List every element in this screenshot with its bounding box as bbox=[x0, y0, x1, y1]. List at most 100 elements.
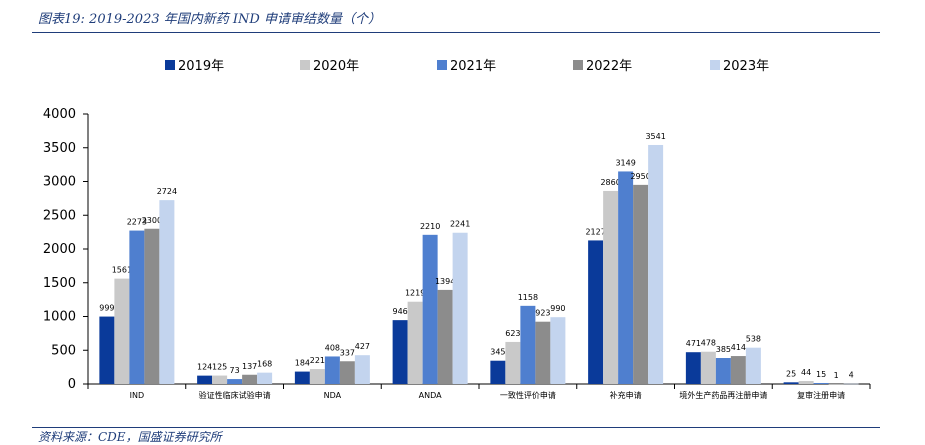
data-label: 923 bbox=[535, 309, 550, 318]
y-tick-label: 1500 bbox=[43, 276, 76, 291]
bar bbox=[798, 381, 814, 384]
legend-label: 2022年 bbox=[586, 59, 632, 74]
data-label: 1 bbox=[834, 371, 839, 380]
bar bbox=[114, 278, 130, 384]
bar bbox=[828, 383, 844, 385]
bar bbox=[144, 228, 160, 384]
data-label: 73 bbox=[230, 366, 240, 375]
category-label: NDA bbox=[324, 391, 342, 400]
data-label: 337 bbox=[340, 348, 355, 357]
y-tick-label: 2000 bbox=[43, 242, 76, 257]
legend-swatch bbox=[300, 60, 310, 70]
data-label: 2724 bbox=[157, 187, 177, 196]
data-label: 478 bbox=[701, 339, 716, 348]
legend-swatch bbox=[165, 60, 175, 70]
bar bbox=[129, 230, 145, 384]
bar bbox=[633, 184, 649, 384]
category-label: 补充申请 bbox=[610, 390, 642, 400]
bar bbox=[588, 240, 604, 384]
legend-label: 2020年 bbox=[313, 59, 359, 74]
data-label: 623 bbox=[505, 329, 520, 338]
data-label: 999 bbox=[99, 304, 114, 313]
data-label: 221 bbox=[310, 356, 325, 365]
bar bbox=[783, 382, 799, 384]
legend-label: 2019年 bbox=[178, 59, 224, 74]
data-label: 385 bbox=[716, 345, 731, 354]
data-label: 168 bbox=[257, 360, 272, 369]
bar bbox=[197, 375, 213, 384]
data-label: 946 bbox=[392, 307, 407, 316]
source-rule bbox=[32, 427, 880, 428]
data-label: 471 bbox=[686, 339, 701, 348]
category-label: 一致性评价申请 bbox=[500, 390, 556, 400]
category-label: 境外生产药品再注册申请 bbox=[679, 390, 767, 400]
bar bbox=[550, 317, 566, 384]
bar bbox=[294, 371, 310, 384]
bar bbox=[422, 234, 438, 384]
bar bbox=[813, 382, 829, 384]
data-label: 25 bbox=[786, 369, 796, 378]
legend-swatch bbox=[710, 60, 720, 70]
data-label: 408 bbox=[325, 343, 340, 352]
data-label: 2860 bbox=[600, 178, 620, 187]
bar bbox=[490, 360, 506, 384]
category-label: 验证性临床试验申请 bbox=[199, 390, 271, 400]
data-label: 427 bbox=[355, 342, 370, 351]
data-label: 1219 bbox=[405, 289, 425, 298]
bar bbox=[452, 232, 468, 384]
data-label: 124 bbox=[197, 363, 212, 372]
source-note: 资料来源：CDE，国盛证券研究所 bbox=[38, 430, 222, 444]
bar bbox=[227, 379, 243, 384]
bar bbox=[745, 347, 761, 384]
data-label: 4 bbox=[849, 371, 854, 380]
data-label: 538 bbox=[746, 335, 761, 344]
bar bbox=[700, 351, 716, 384]
bar bbox=[159, 200, 175, 384]
data-label: 2127 bbox=[585, 227, 605, 236]
bar bbox=[618, 171, 634, 384]
legend-label: 2023年 bbox=[723, 59, 769, 74]
chart-title: 图表19: 2019-2023 年国内新药 IND 申请审结数量（个） bbox=[38, 12, 381, 27]
bar bbox=[392, 320, 408, 384]
bar bbox=[603, 190, 619, 384]
data-label: 137 bbox=[242, 362, 257, 371]
bar bbox=[730, 356, 746, 384]
bar bbox=[437, 289, 453, 384]
data-label: 2950 bbox=[630, 172, 650, 181]
data-label: 1394 bbox=[435, 277, 455, 286]
data-label: 125 bbox=[212, 363, 227, 372]
data-label: 3149 bbox=[615, 158, 635, 167]
bar bbox=[99, 316, 115, 384]
data-label: 1158 bbox=[518, 293, 538, 302]
bar bbox=[535, 321, 551, 384]
category-label: IND bbox=[130, 391, 145, 400]
category-label: 复审注册申请 bbox=[797, 390, 845, 400]
data-label: 44 bbox=[801, 368, 811, 377]
y-tick-label: 3500 bbox=[43, 141, 76, 156]
category-label: ANDA bbox=[419, 391, 442, 400]
data-label: 15 bbox=[816, 370, 826, 379]
data-label: 414 bbox=[731, 343, 746, 352]
data-label: 1561 bbox=[112, 266, 132, 275]
y-tick-label: 2500 bbox=[43, 208, 76, 223]
y-tick-label: 3000 bbox=[43, 175, 76, 190]
bar bbox=[257, 372, 273, 384]
bar bbox=[520, 305, 536, 384]
title-rule bbox=[32, 32, 880, 33]
legend-swatch bbox=[437, 60, 447, 70]
bar bbox=[354, 355, 370, 384]
data-label: 2300 bbox=[142, 216, 162, 225]
data-label: 2273 bbox=[127, 218, 147, 227]
bar bbox=[505, 341, 521, 384]
bar bbox=[339, 361, 355, 384]
data-label: 2210 bbox=[420, 222, 440, 231]
bar bbox=[648, 144, 664, 384]
data-label: 184 bbox=[295, 359, 310, 368]
bar bbox=[715, 358, 731, 384]
legend-swatch bbox=[573, 60, 583, 70]
bar bbox=[685, 352, 701, 384]
bar bbox=[324, 356, 340, 384]
data-label: 2241 bbox=[450, 220, 470, 229]
legend-label: 2021年 bbox=[450, 59, 496, 74]
